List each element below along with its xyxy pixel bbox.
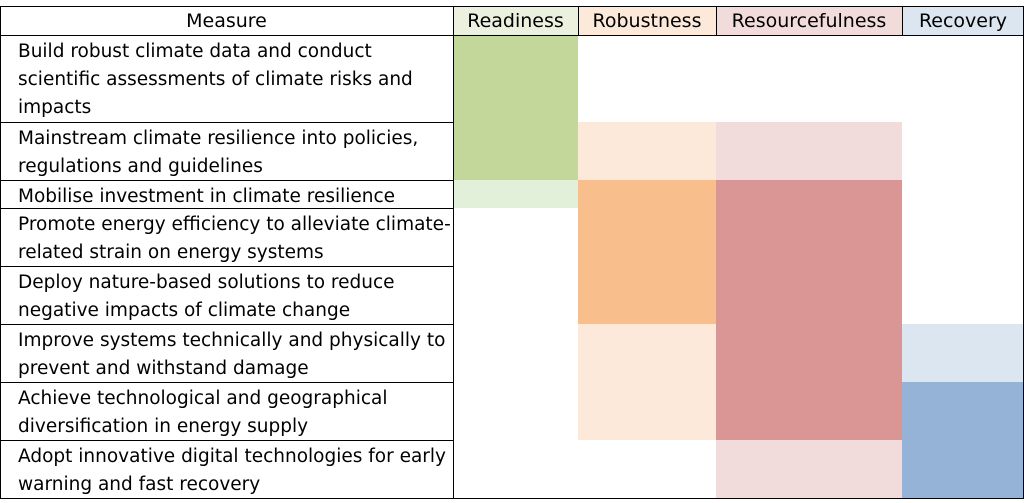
header-readiness: Readiness — [453, 6, 578, 35]
level-cell-readiness — [453, 208, 578, 266]
level-cell-resourcefulness — [716, 180, 902, 208]
row-divider — [0, 324, 453, 325]
header-bottom-border — [0, 35, 1024, 36]
level-cell-resourcefulness — [716, 208, 902, 266]
row-divider — [0, 122, 453, 123]
level-cell-readiness — [453, 122, 578, 180]
level-cell-resourcefulness — [716, 440, 902, 498]
row-divider — [0, 266, 453, 267]
level-cell-robustness — [578, 180, 716, 208]
table-top-border — [0, 6, 1024, 7]
level-cell-recovery — [902, 180, 1024, 208]
level-cell-robustness — [578, 382, 716, 440]
level-cell-recovery — [902, 324, 1024, 382]
row-divider — [0, 382, 453, 383]
level-cell-resourcefulness — [716, 35, 902, 122]
header-col-divider — [578, 6, 579, 35]
level-cell-robustness — [578, 208, 716, 266]
header-measure: Measure — [186, 9, 267, 32]
level-cell-robustness — [578, 440, 716, 498]
level-cell-readiness — [453, 440, 578, 498]
header-robustness: Robustness — [578, 6, 716, 35]
measure-cell: Build robust climate data and conduct sc… — [18, 41, 413, 118]
measure-cell: Mobilise investment in climate resilienc… — [18, 186, 396, 207]
measure-right-border — [453, 6, 454, 498]
table-bottom-border — [0, 498, 1024, 499]
header-col-divider — [716, 6, 717, 35]
row-divider — [0, 180, 453, 181]
level-cell-resourcefulness — [716, 122, 902, 180]
header-resourcefulness: Resourcefulness — [716, 6, 902, 35]
level-cell-recovery — [902, 35, 1024, 122]
level-cell-recovery — [902, 122, 1024, 180]
measure-cell: Deploy nature-based solutions to reduce … — [18, 272, 395, 321]
level-cell-recovery — [902, 208, 1024, 266]
level-cell-resourcefulness — [716, 324, 902, 382]
measure-cell: Promote energy efficiency to alleviate c… — [18, 214, 451, 263]
level-cell-robustness — [578, 35, 716, 122]
header-recovery: Recovery — [902, 6, 1024, 35]
level-cell-robustness — [578, 122, 716, 180]
level-cell-readiness — [453, 266, 578, 324]
measure-cell: Adopt innovative digital technologies fo… — [18, 446, 446, 495]
table-left-border — [0, 6, 1, 498]
measure-cell: Mainstream climate resilience into polic… — [18, 128, 419, 177]
level-cell-recovery — [902, 440, 1024, 498]
measure-cell: Improve systems technically and physical… — [18, 330, 446, 379]
level-cell-resourcefulness — [716, 266, 902, 324]
measure-cell: Achieve technological and geographical d… — [18, 388, 388, 437]
row-divider — [0, 208, 453, 209]
level-cell-robustness — [578, 266, 716, 324]
level-cell-resourcefulness — [716, 382, 902, 440]
level-cell-readiness — [453, 382, 578, 440]
row-divider — [0, 440, 453, 441]
level-cell-readiness — [453, 324, 578, 382]
level-cell-recovery — [902, 382, 1024, 440]
level-cell-robustness — [578, 324, 716, 382]
level-cell-readiness — [453, 35, 578, 122]
level-cell-readiness — [453, 180, 578, 208]
level-cell-recovery — [902, 266, 1024, 324]
header-col-divider — [902, 6, 903, 35]
